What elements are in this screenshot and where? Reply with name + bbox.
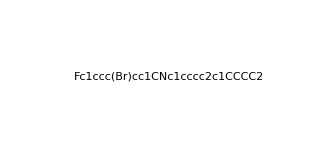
Text: Fc1ccc(Br)cc1CNc1cccc2c1CCCC2: Fc1ccc(Br)cc1CNc1cccc2c1CCCC2 [73, 72, 264, 82]
